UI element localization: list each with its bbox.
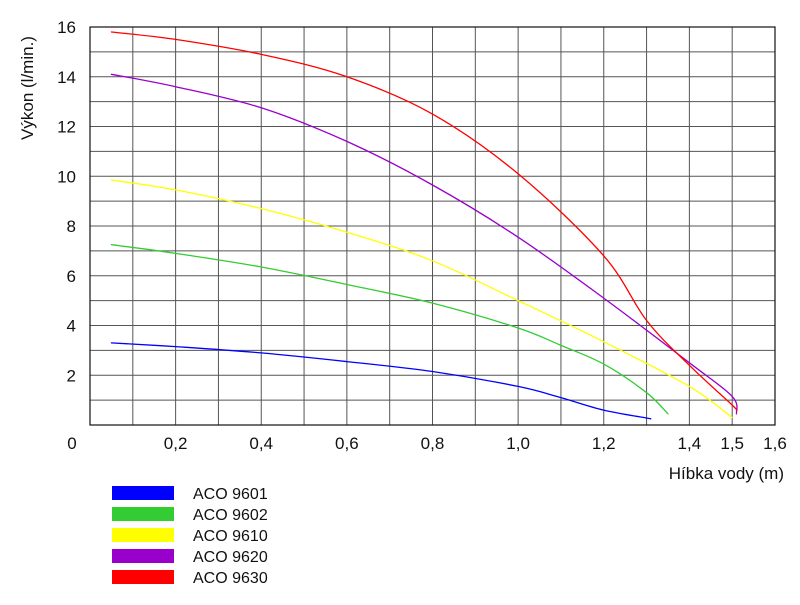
y-tick-label: 2 xyxy=(67,366,76,385)
series-line-aco-9610 xyxy=(110,179,733,419)
legend-label: ACO 9601 xyxy=(193,486,268,503)
legend-label: ACO 9602 xyxy=(193,507,268,524)
series-line-aco-9630 xyxy=(110,31,738,411)
legend-label: ACO 9630 xyxy=(193,570,268,587)
x-tick-label: 1,2 xyxy=(592,434,616,453)
legend-swatch xyxy=(112,486,174,500)
x-tick-label: 0 xyxy=(67,434,76,453)
x-axis-label: Híbka vody (m) xyxy=(669,464,784,483)
x-tick-label: 1,5 xyxy=(720,434,744,453)
series-line-aco-9620 xyxy=(110,73,738,415)
x-tick-label: 0,4 xyxy=(249,434,273,453)
y-tick-label: 14 xyxy=(57,68,76,87)
legend-swatch xyxy=(112,570,174,584)
legend-label: ACO 9620 xyxy=(193,549,268,566)
x-tick-label: 1,4 xyxy=(678,434,702,453)
legend-swatch xyxy=(112,528,174,542)
series-line-aco-9602 xyxy=(110,244,669,415)
y-tick-label: 16 xyxy=(57,18,76,37)
x-tick-label: 0,8 xyxy=(421,434,445,453)
y-tick-label: 8 xyxy=(67,217,76,236)
y-tick-label: 12 xyxy=(57,118,76,137)
legend-swatch xyxy=(112,507,174,521)
y-tick-label: 4 xyxy=(67,317,76,336)
x-tick-label: 0,2 xyxy=(164,434,188,453)
x-tick-label: 1,0 xyxy=(506,434,530,453)
plot-frame xyxy=(89,26,776,426)
y-axis-label: Výkon (l/min.) xyxy=(18,36,37,140)
legend-swatch xyxy=(112,549,174,563)
series-line-aco-9601 xyxy=(110,342,652,420)
y-tick-label: 6 xyxy=(67,267,76,286)
legend-label: ACO 9610 xyxy=(193,528,268,545)
x-tick-label: 1,6 xyxy=(763,434,787,453)
x-tick-label: 0,6 xyxy=(335,434,359,453)
legend: ACO 9601 ACO 9602 ACO 9610 ACO 9620 ACO 9630 xyxy=(112,486,268,587)
y-tick-label: 10 xyxy=(57,167,76,186)
